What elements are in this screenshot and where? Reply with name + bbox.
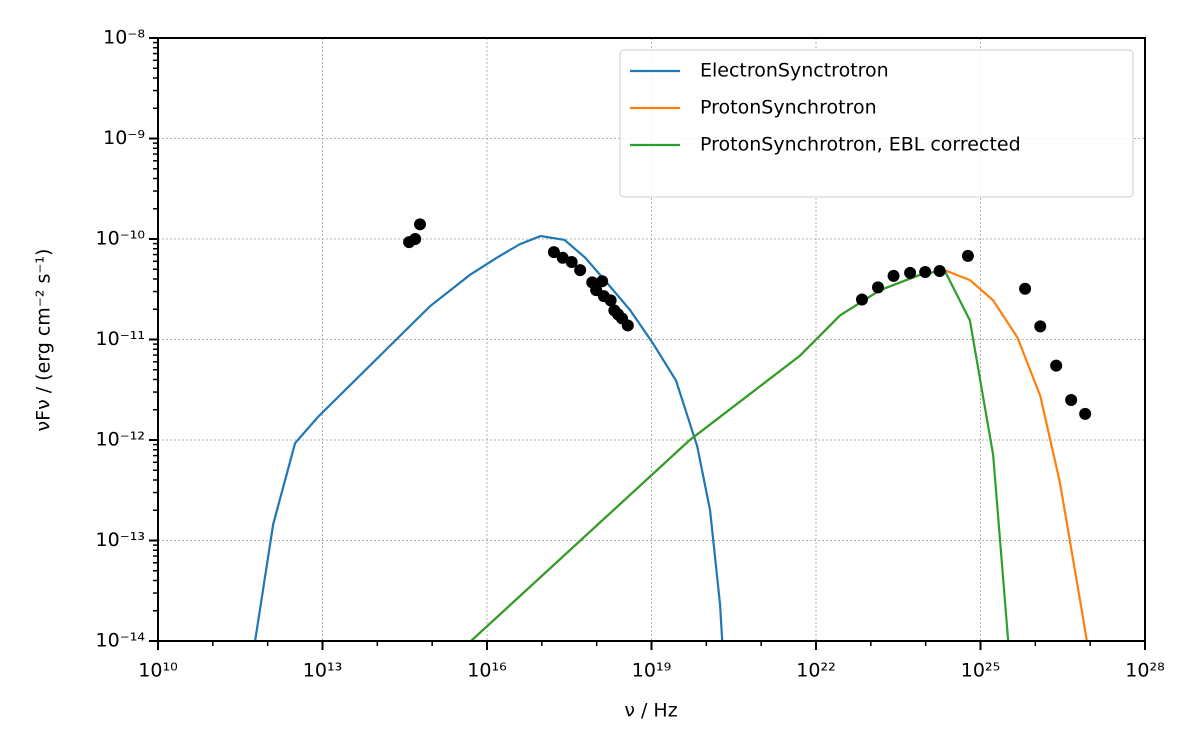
legend-label: ProtonSynchrotron, EBL corrected [700, 134, 1021, 156]
data-point [855, 293, 868, 306]
x-tick-label: 10¹⁹ [632, 660, 671, 682]
x-tick-label: 10¹⁰ [138, 660, 177, 682]
data-point [414, 218, 427, 231]
x-tick-label: 10¹⁶ [467, 660, 506, 682]
data-point [565, 256, 578, 269]
x-axis-label: ν / Hz [624, 700, 677, 722]
x-tick-label: 10²² [796, 660, 835, 682]
line-series [254, 234, 724, 641]
data-point [933, 265, 946, 278]
data-point [574, 264, 587, 277]
y-tick-label: 10⁻¹² [96, 429, 145, 451]
legend-box [619, 49, 1134, 198]
y-axis-label: νFν / (erg cm⁻² s⁻¹) [33, 249, 55, 432]
plot-frame [157, 37, 1146, 642]
data-point [1079, 407, 1092, 420]
data-point [1050, 359, 1063, 372]
data-point [547, 246, 560, 259]
x-tick-label: 10²⁵ [961, 660, 1000, 682]
data-point [556, 251, 569, 264]
y-tick-label: 10⁻¹⁰ [96, 228, 145, 250]
x-tick-label: 10¹³ [303, 660, 342, 682]
x-tick-label: 10²⁸ [1125, 660, 1164, 682]
legend-label: ProtonSynchrotron [700, 97, 877, 119]
y-tick-label: 10⁻¹⁴ [96, 630, 146, 652]
data-point [1065, 394, 1078, 407]
data-point [887, 269, 900, 282]
y-tick-label: 10⁻¹¹ [96, 328, 145, 350]
y-tick-label: 10⁻⁸ [103, 27, 145, 49]
data-point [409, 233, 422, 245]
data-point [604, 294, 617, 307]
data-point [1019, 282, 1032, 295]
data-point [621, 319, 634, 332]
legend-label: ElectronSynctrotron [700, 60, 889, 82]
y-tick-label: 10⁻⁹ [103, 127, 145, 149]
y-tick-label: 10⁻¹³ [96, 529, 145, 551]
data-point [904, 266, 917, 279]
line-series [470, 268, 1088, 641]
data-point [919, 265, 932, 278]
data-point [596, 275, 609, 288]
line-series [470, 268, 1010, 641]
data-point [1034, 320, 1047, 333]
plot-area [254, 218, 1092, 641]
data-point [871, 281, 884, 294]
data-point [961, 249, 974, 262]
